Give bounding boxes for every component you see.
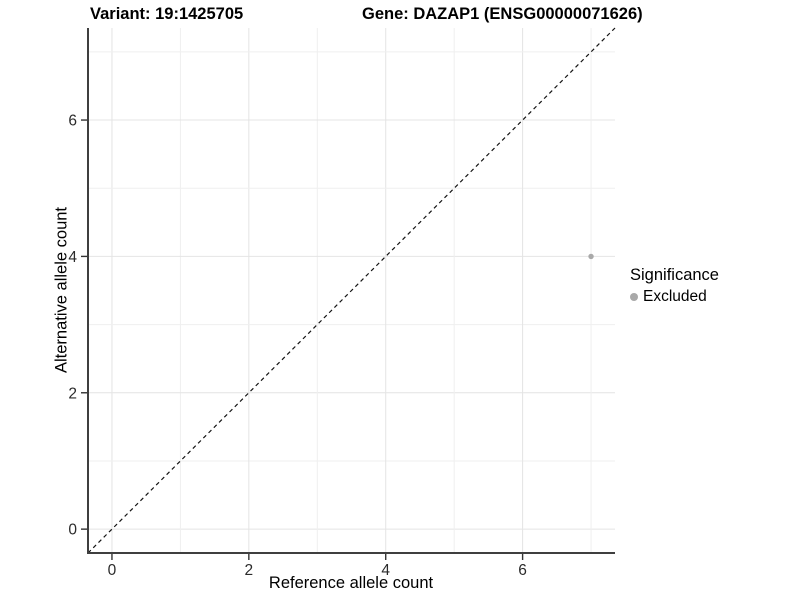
data-point bbox=[588, 253, 594, 260]
y-tick-label: 4 bbox=[68, 249, 77, 266]
y-tick-label: 2 bbox=[68, 385, 77, 402]
x-axis-title: Reference allele count bbox=[268, 574, 434, 592]
x-tick-label: 6 bbox=[518, 562, 527, 579]
legend-title: Significance bbox=[630, 266, 719, 284]
plot-title-variant: Variant: 19:1425705 bbox=[90, 5, 244, 23]
x-tick-label: 4 bbox=[381, 562, 390, 579]
x-tick-label: 0 bbox=[108, 562, 117, 579]
excluded-point-swatch-icon bbox=[630, 293, 638, 301]
y-tick-label: 6 bbox=[68, 113, 77, 130]
x-tick-label: 2 bbox=[245, 562, 254, 579]
legend-item-excluded: Excluded bbox=[630, 288, 719, 306]
plot-title-gene: Gene: DAZAP1 (ENSG00000071626) bbox=[362, 5, 643, 23]
identity-dashed-line bbox=[87, 27, 616, 554]
y-tick-label: 0 bbox=[68, 522, 77, 539]
legend-item-label: Excluded bbox=[643, 288, 707, 305]
legend: Significance Excluded bbox=[630, 266, 719, 306]
